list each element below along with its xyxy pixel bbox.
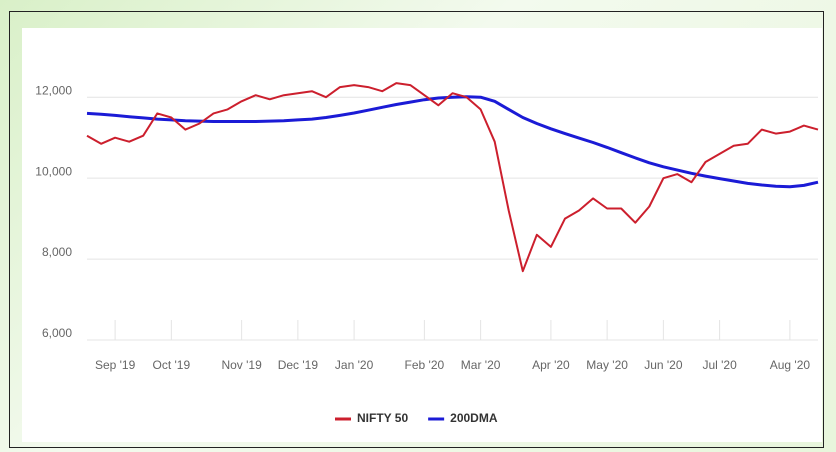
series-line — [86, 95, 819, 189]
x-tick-label: Sep '19 — [95, 358, 136, 372]
x-tick-label: Jul '20 — [702, 358, 737, 372]
x-tick-label: Oct '19 — [153, 358, 191, 372]
x-tick-label: Jun '20 — [644, 358, 683, 372]
series-line — [86, 82, 819, 273]
x-tick-label: Apr '20 — [532, 358, 570, 372]
x-tick-label: Jan '20 — [335, 358, 374, 372]
y-tick-label: 8,000 — [42, 245, 72, 259]
x-tick-label: May '20 — [586, 358, 628, 372]
y-tick-label: 12,000 — [35, 83, 72, 97]
y-tick-label: 10,000 — [35, 164, 72, 178]
legend-text: NIFTY 50 — [357, 411, 408, 425]
y-tick-label: 6,000 — [42, 326, 72, 340]
x-tick-label: Nov '19 — [221, 358, 262, 372]
x-tick-label: Aug '20 — [770, 358, 811, 372]
frame — [9, 11, 824, 448]
legend-text: 200DMA — [450, 411, 498, 425]
x-tick-label: Feb '20 — [405, 358, 445, 372]
x-tick-label: Dec '19 — [278, 358, 319, 372]
x-tick-label: Mar '20 — [461, 358, 501, 372]
